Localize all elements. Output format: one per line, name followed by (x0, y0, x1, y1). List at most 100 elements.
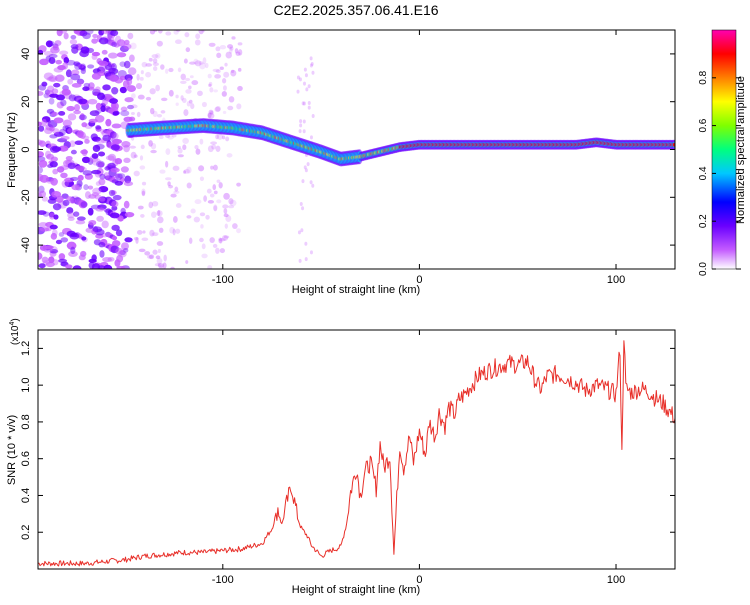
spectral-blob (123, 43, 132, 50)
spectral-blob (133, 154, 138, 158)
spectral-blob (104, 208, 113, 213)
spectral-blob (162, 262, 167, 269)
spectral-blob (219, 44, 227, 50)
spectral-blob (91, 254, 97, 262)
spectral-blob (110, 63, 117, 71)
spectral-blob (141, 181, 147, 186)
spectral-blob (77, 166, 88, 172)
spectral-blob (107, 153, 117, 162)
spectral-blob (218, 238, 226, 242)
spectral-blob (135, 237, 139, 244)
spectral-blob (88, 194, 97, 199)
spectral-blob (82, 170, 93, 176)
spectral-blob (188, 85, 192, 90)
colorbar-ticks: 0.0 0.2 0.4 0.6 0.8 (698, 70, 741, 276)
spectral-blob (81, 148, 88, 157)
spectral-blob (215, 105, 221, 112)
spectral-blob (226, 153, 233, 158)
spectral-blob (225, 51, 232, 59)
spectral-blob (165, 160, 169, 168)
y-tick-label: 1.0 (20, 378, 32, 393)
spectral-blob (67, 162, 77, 170)
spectral-blob (38, 139, 43, 146)
spectral-blob (236, 228, 241, 234)
spectral-blob (112, 138, 123, 145)
spectral-blob (56, 30, 63, 37)
spectral-blob (111, 123, 122, 129)
spectral-blob (152, 231, 159, 236)
spectral-blob (102, 84, 111, 91)
spectral-blob (228, 198, 234, 205)
y-tick-label: 0.8 (20, 414, 32, 429)
spectral-blob (87, 64, 95, 69)
spectral-blob (74, 62, 83, 71)
spectral-blob (74, 103, 81, 112)
spectral-blob (111, 179, 119, 184)
spectral-blob (222, 110, 227, 114)
spectral-blob (60, 99, 67, 107)
spectrogram-blobs (38, 30, 675, 269)
spectral-blob (157, 263, 165, 268)
spectral-blob (186, 182, 192, 189)
spectral-blob (47, 198, 57, 204)
spectral-blob (222, 85, 227, 91)
spectral-blob (234, 48, 239, 54)
y-tick-label: 0.4 (20, 488, 32, 503)
spectral-blob (304, 241, 308, 246)
spectral-blob (52, 259, 59, 266)
spectral-blob (140, 144, 145, 150)
spectral-blob (141, 61, 148, 68)
spectral-blob (301, 179, 305, 184)
spectral-blob (211, 144, 217, 150)
spectral-blob (130, 111, 135, 115)
spectral-blob (298, 258, 302, 263)
spectral-blob (158, 135, 164, 140)
spectral-blob (222, 78, 227, 84)
x-tick-label: -100 (212, 574, 234, 586)
spectral-blob (140, 213, 145, 218)
spectral-blob (54, 74, 65, 82)
spectral-blob (70, 73, 81, 81)
spectral-blob (304, 257, 308, 262)
spectral-blob (78, 79, 84, 85)
spectral-blob (61, 179, 69, 188)
spectral-blob (88, 82, 95, 90)
spectral-blob (208, 81, 213, 87)
spectral-blob (110, 167, 120, 173)
spectral-blob (158, 227, 164, 233)
spectral-blob (184, 77, 191, 82)
spectral-blob (141, 237, 149, 242)
spectral-blob (59, 165, 69, 171)
spectral-blob (301, 206, 305, 211)
spectral-blob (209, 110, 214, 116)
spectral-blob (77, 99, 83, 104)
spectral-blob (296, 75, 300, 80)
spectral-blob (123, 157, 131, 163)
spectral-blob (208, 109, 214, 115)
spectral-blob (54, 40, 62, 47)
spectral-blob (123, 200, 130, 209)
spectral-blob (65, 264, 73, 269)
y-tick-label: 0 (20, 146, 32, 152)
spectral-blob (98, 178, 106, 186)
spectral-blob (194, 60, 202, 67)
snr-scale-exp: 4 (9, 322, 16, 326)
spectral-blob (151, 211, 157, 218)
spectral-blob (209, 237, 215, 243)
spectral-blob (114, 259, 121, 267)
spectral-blob (230, 69, 237, 77)
spectral-blob (165, 177, 172, 181)
spectral-blob (94, 109, 102, 114)
spectral-blob (48, 97, 55, 105)
spectral-blob (147, 254, 154, 259)
spectral-blob (73, 110, 81, 115)
spectral-blob (84, 138, 90, 144)
spectral-blob (131, 136, 135, 141)
spectral-blob (110, 144, 120, 151)
spectral-blob (152, 62, 159, 67)
spectral-blob (307, 84, 311, 89)
x-tick-label: 100 (607, 574, 625, 586)
spectral-blob (133, 170, 140, 177)
spectral-blob (115, 229, 123, 237)
spectral-blob (100, 105, 106, 113)
